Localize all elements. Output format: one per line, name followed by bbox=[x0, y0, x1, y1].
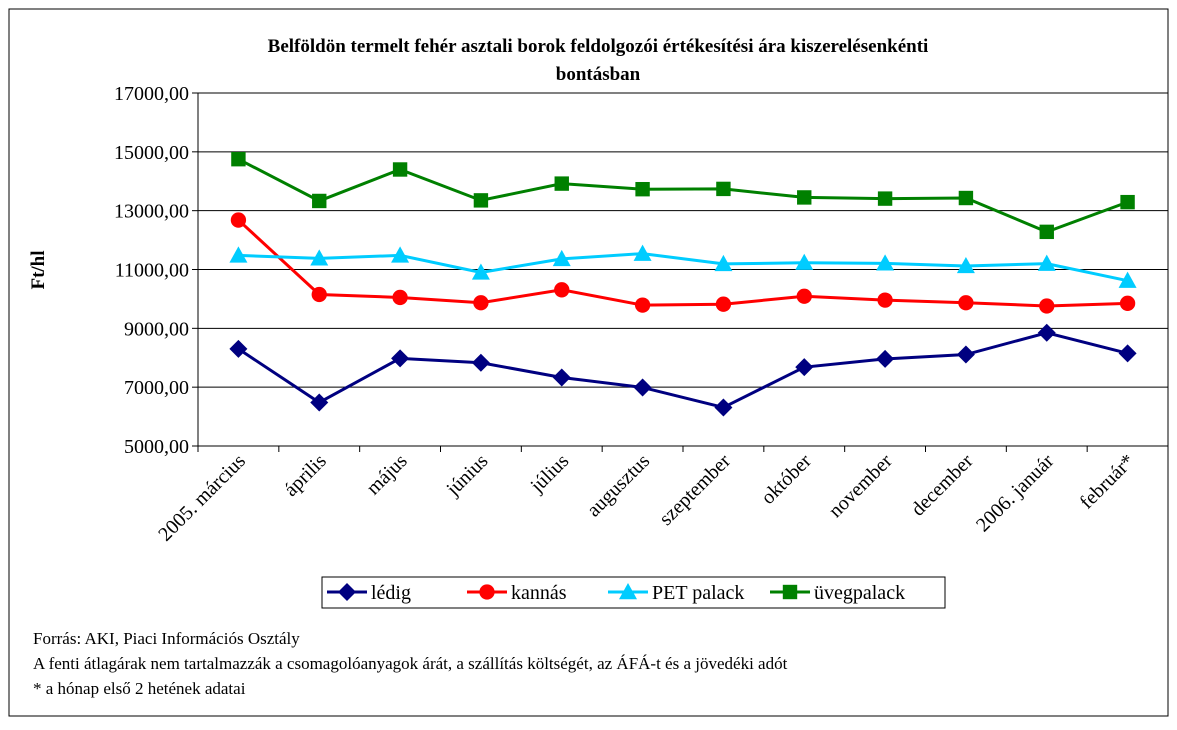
y-tick-label: 5000,00 bbox=[124, 436, 189, 458]
series-line bbox=[237, 218, 1128, 308]
footnote: A fenti átlagárak nem tartalmazzák a cso… bbox=[33, 654, 788, 673]
series-line bbox=[237, 331, 1128, 410]
marker bbox=[714, 254, 733, 272]
marker bbox=[958, 190, 974, 206]
marker bbox=[231, 151, 246, 167]
series-line bbox=[237, 157, 1129, 234]
marker bbox=[230, 212, 247, 228]
footnote: Forrás: AKI, Piaci Információs Osztály bbox=[33, 629, 300, 648]
chart-frame bbox=[8, 8, 1169, 717]
marker bbox=[1118, 344, 1137, 363]
marker bbox=[392, 162, 408, 177]
marker bbox=[391, 349, 410, 368]
marker bbox=[552, 368, 571, 387]
marker bbox=[876, 254, 895, 271]
legend-label: lédig bbox=[371, 582, 411, 604]
legend-label: kannás bbox=[511, 582, 567, 604]
marker bbox=[1037, 254, 1056, 271]
y-tick-label: 17000,00 bbox=[114, 83, 189, 105]
marker bbox=[1119, 295, 1136, 311]
marker bbox=[714, 398, 733, 417]
marker bbox=[471, 263, 490, 280]
legend-marker bbox=[619, 583, 637, 600]
legend-marker bbox=[338, 583, 356, 601]
marker bbox=[716, 181, 731, 197]
y-tick-label: 15000,00 bbox=[114, 142, 189, 164]
legend-label: PET palack bbox=[652, 582, 744, 604]
y-tick-label: 9000,00 bbox=[124, 318, 189, 340]
marker bbox=[633, 244, 652, 261]
marker bbox=[956, 345, 975, 364]
marker bbox=[877, 292, 893, 308]
marker bbox=[876, 349, 895, 368]
footnote: * a hónap első 2 hetének adatai bbox=[33, 679, 246, 698]
marker bbox=[715, 296, 732, 312]
series-line bbox=[238, 252, 1128, 283]
marker bbox=[1039, 298, 1055, 314]
y-axis-label: Ft/hl bbox=[28, 250, 49, 289]
y-tick-label: 13000,00 bbox=[114, 201, 189, 223]
marker bbox=[1039, 224, 1054, 240]
title-line: bontásban bbox=[556, 64, 641, 85]
marker bbox=[1037, 323, 1056, 342]
legend-marker bbox=[782, 584, 798, 600]
chart-title: Belföldön termelt fehér asztali borok fe… bbox=[268, 36, 929, 85]
marker bbox=[796, 288, 812, 304]
marker bbox=[471, 353, 490, 372]
marker bbox=[552, 249, 571, 267]
marker bbox=[633, 378, 652, 397]
marker bbox=[312, 193, 327, 209]
legend-label: üvegpalack bbox=[814, 582, 905, 604]
marker bbox=[1120, 194, 1135, 210]
marker bbox=[311, 286, 327, 303]
y-tick-label: 11000,00 bbox=[115, 260, 189, 282]
marker bbox=[635, 181, 650, 197]
marker bbox=[1118, 271, 1137, 288]
marker bbox=[795, 358, 814, 377]
marker bbox=[473, 193, 489, 208]
marker bbox=[958, 295, 974, 311]
y-tick-label: 7000,00 bbox=[124, 377, 189, 399]
marker bbox=[554, 176, 569, 191]
marker bbox=[634, 297, 651, 313]
marker bbox=[795, 253, 814, 270]
legend-marker bbox=[479, 584, 495, 600]
marker bbox=[877, 191, 893, 206]
marker bbox=[391, 246, 410, 263]
marker bbox=[229, 246, 248, 263]
marker bbox=[229, 339, 248, 358]
marker bbox=[310, 393, 329, 412]
marker bbox=[797, 190, 812, 205]
marker bbox=[956, 256, 975, 274]
marker bbox=[554, 282, 570, 298]
marker bbox=[473, 295, 489, 311]
title-line: Belföldön termelt fehér asztali borok fe… bbox=[268, 36, 929, 57]
marker bbox=[310, 249, 329, 266]
marker bbox=[392, 289, 408, 306]
